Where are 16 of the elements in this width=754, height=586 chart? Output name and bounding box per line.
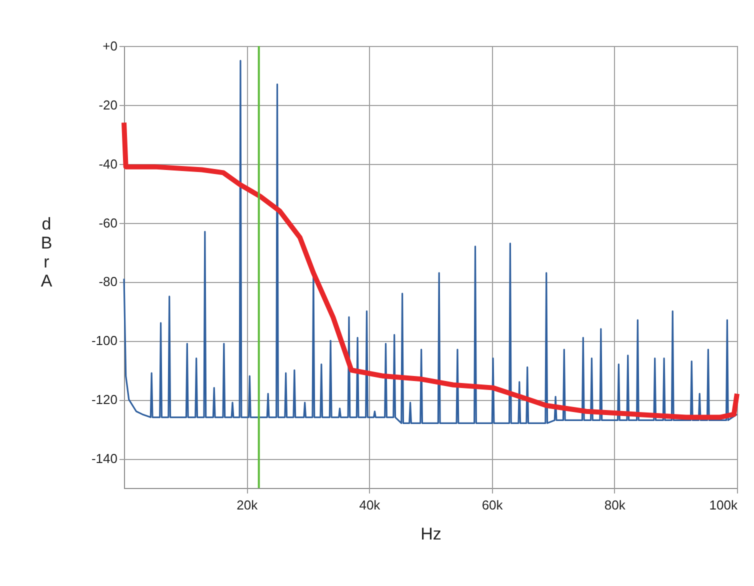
y-tick-label: -120 (91, 392, 118, 408)
x-tick-label: 20k (236, 498, 258, 512)
y-tick-label: -100 (91, 333, 118, 348)
y-axis-title: dBr A (40, 214, 53, 290)
x-tick-label: 60k (482, 498, 504, 512)
x-axis-title: Hz (420, 524, 442, 544)
y-tick-label: -60 (98, 215, 118, 230)
y-tick-label: +0 (102, 38, 118, 54)
x-tick-label: 80k (604, 498, 626, 512)
x-tick-label: 40k (359, 498, 381, 512)
y-tick-label: -140 (91, 451, 118, 466)
line-series (123, 60, 738, 424)
x-tick-label: 100k (709, 498, 738, 512)
y-tick-label: -80 (98, 274, 118, 290)
y-tick-label: -40 (98, 156, 118, 172)
y-tick-label: -20 (98, 97, 118, 112)
